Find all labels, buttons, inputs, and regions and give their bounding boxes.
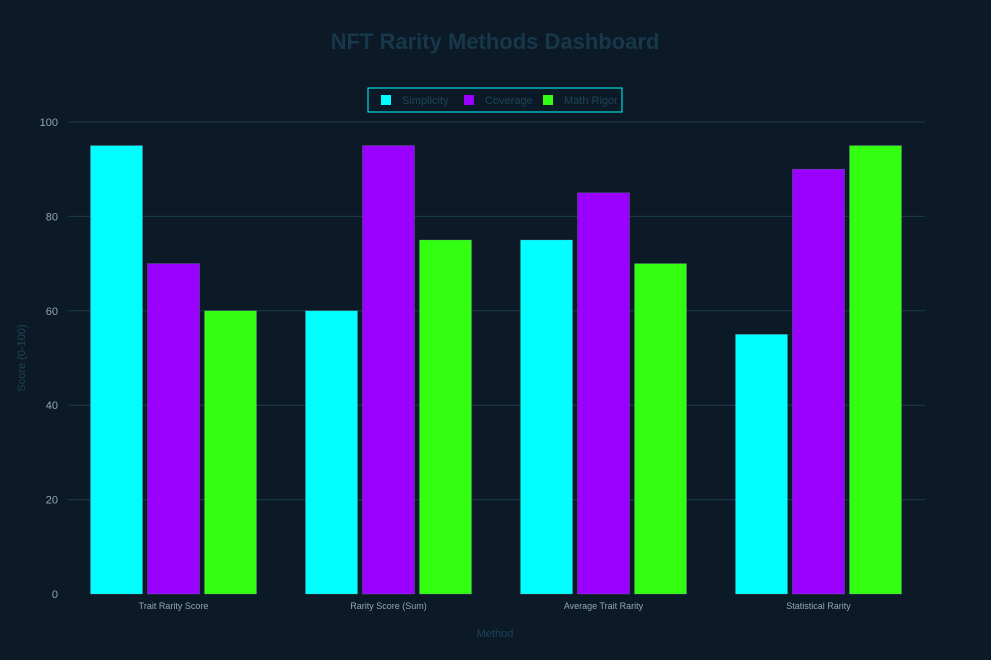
legend-box	[367, 87, 623, 113]
legend-swatch-math-rigor	[543, 95, 553, 105]
bar-simplicity-average-trait-rarity	[520, 239, 573, 595]
x-tick-label-trait-rarity-score: Trait Rarity Score	[139, 601, 209, 611]
y-tick-label-20: 20	[46, 495, 58, 507]
bar-coverage-statistical-rarity	[792, 168, 845, 595]
legend-label-math-rigor: Math Rigor	[564, 95, 618, 107]
bar-coverage-trait-rarity-score	[147, 263, 200, 595]
bar-simplicity-statistical-rarity	[735, 334, 788, 595]
x-ticks: Trait Rarity Score Rarity Score (Sum) Aver…	[139, 601, 852, 611]
bar-simplicity-trait-rarity-score	[90, 145, 143, 595]
legend-label-simplicity: Simplicity	[402, 95, 449, 107]
x-tick-label-rarity-score-sum: Rarity Score (Sum)	[350, 601, 427, 611]
legend-item-simplicity[interactable]: Simplicity	[381, 95, 449, 107]
bar-math-rigor-rarity-score-sum	[419, 239, 472, 595]
y-tick-label-60: 60	[46, 306, 58, 318]
y-axis-title: Score (0-100)	[16, 324, 28, 391]
bar-simplicity-rarity-score-sum	[305, 310, 358, 595]
x-tick-label-statistical-rarity: Statistical Rarity	[786, 601, 851, 611]
bar-coverage-average-trait-rarity	[577, 192, 630, 595]
y-tick-label-40: 40	[46, 400, 58, 412]
legend-label-coverage: Coverage	[485, 95, 533, 107]
legend-item-coverage[interactable]: Coverage	[464, 95, 533, 107]
y-tick-label-0: 0	[52, 589, 58, 601]
bar-math-rigor-average-trait-rarity	[634, 263, 687, 595]
legend-swatch-simplicity	[381, 95, 391, 105]
legend-item-math-rigor[interactable]: Math Rigor	[543, 95, 618, 107]
y-ticks: 0 20 40 60 80 100	[40, 117, 58, 601]
x-axis-title: Method	[477, 628, 514, 640]
y-tick-label-80: 80	[46, 211, 58, 223]
bars	[90, 145, 902, 595]
x-tick-label-average-trait-rarity: Average Trait Rarity	[564, 601, 644, 611]
bar-math-rigor-trait-rarity-score	[204, 310, 257, 595]
chart-title: NFT Rarity Methods Dashboard	[331, 29, 660, 54]
legend-swatch-coverage	[464, 95, 474, 105]
bar-math-rigor-statistical-rarity	[849, 145, 902, 595]
legend: Simplicity Coverage Math Rigor	[367, 87, 623, 113]
y-tick-label-100: 100	[40, 117, 58, 129]
bar-coverage-rarity-score-sum	[362, 145, 415, 595]
